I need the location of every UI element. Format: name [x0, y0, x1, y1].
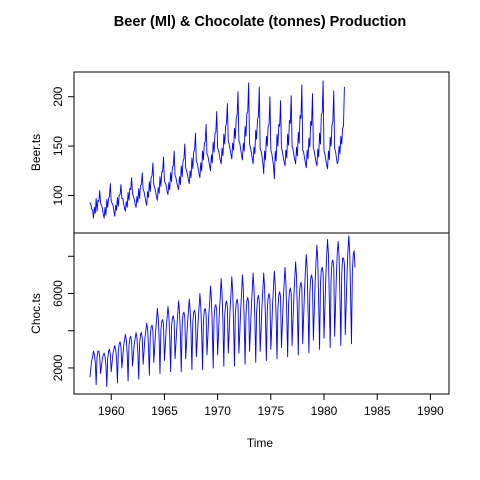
x-tick-label: 1985	[364, 404, 391, 418]
x-tick-label: 1965	[151, 404, 178, 418]
x-axis-label: Time	[247, 436, 274, 450]
x-tick-label: 1970	[204, 404, 231, 418]
y-axis-label: Beer.ts	[29, 134, 43, 171]
y-tick-label: 150	[51, 136, 65, 156]
x-tick-label: 1980	[311, 404, 338, 418]
y-tick-label: 2000	[51, 354, 65, 381]
chart-title: Beer (Ml) & Chocolate (tonnes) Productio…	[114, 14, 406, 30]
y-axis-label: Choc.ts	[29, 293, 43, 334]
panel-2: 2000 6000 Choc.ts	[29, 232, 450, 395]
series-line	[89, 80, 345, 219]
x-tick-label: 1975	[257, 404, 284, 418]
x-tick-label: 1990	[417, 404, 444, 418]
y-tick-label: 100	[51, 185, 65, 205]
y-tick-label: 6000	[51, 280, 65, 307]
x-tick-label: 1960	[98, 404, 125, 418]
chart-panels: 100 150 200 Beer.ts 2000 6000 Choc.ts 1960 1965 1…	[29, 71, 450, 418]
y-tick-label: 200	[51, 86, 65, 106]
series-line	[89, 235, 356, 387]
